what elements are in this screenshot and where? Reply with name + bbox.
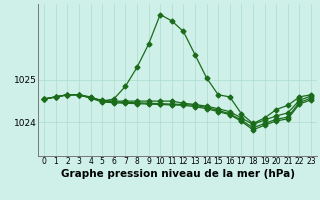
X-axis label: Graphe pression niveau de la mer (hPa): Graphe pression niveau de la mer (hPa): [60, 169, 295, 179]
